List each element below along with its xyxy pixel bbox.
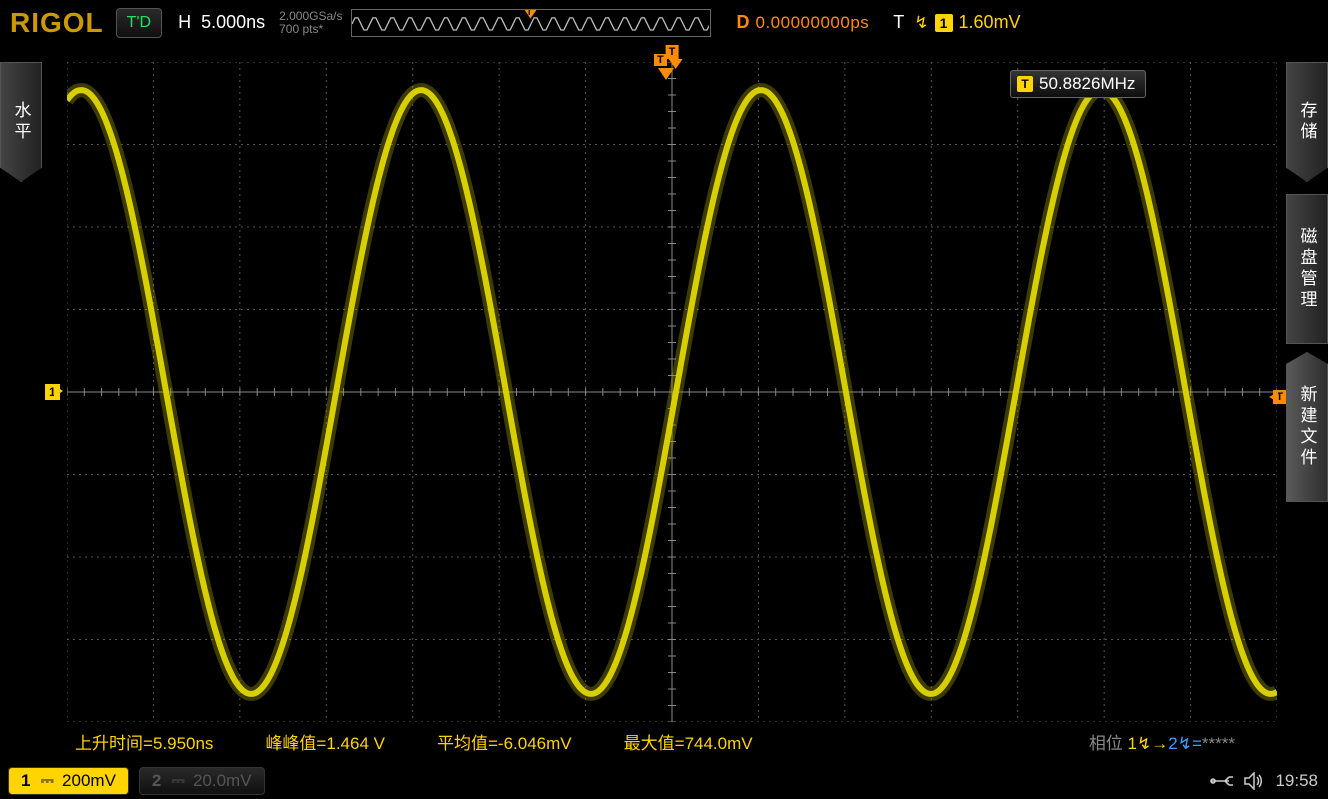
channel2-number: 2 xyxy=(152,771,161,791)
channel2-scale: 20.0mV xyxy=(193,771,252,791)
measure-max: 最大值=744.0mV xyxy=(624,729,753,754)
delay-label: D xyxy=(711,12,756,33)
frequency-counter: T 50.8826MHz xyxy=(1010,70,1146,98)
right-tab-new-file[interactable]: 新建文件 xyxy=(1286,352,1328,502)
channel1-scale: 200mV xyxy=(62,771,116,791)
left-tab-horizontal[interactable]: 水平 xyxy=(0,62,42,182)
freq-counter-badge: T xyxy=(1017,76,1033,92)
right-tab-disk-management[interactable]: 磁盘管理 xyxy=(1286,194,1328,344)
channel1-coupling-icon: ⎓ xyxy=(40,771,54,791)
brand-logo: RIGOL xyxy=(0,7,116,39)
timebase-value[interactable]: 5.000ns xyxy=(195,12,279,33)
measure-phase: 相位 1↯→2↯=***** xyxy=(1089,729,1235,754)
measure-mean: 平均值=-6.046mV xyxy=(437,729,572,754)
trigger-level-marker-right[interactable]: T xyxy=(1273,390,1286,404)
channel1-ground-marker[interactable]: 1 xyxy=(45,384,60,400)
acquisition-mode-chip[interactable]: T'D xyxy=(116,8,162,38)
timebase-label: H xyxy=(168,12,195,33)
memory-thumbnail[interactable] xyxy=(351,9,711,37)
trigger-section-label: T xyxy=(869,12,914,33)
rising-edge-icon: ↯ xyxy=(914,13,932,33)
usb-icon xyxy=(1209,772,1235,790)
trigger-level-value[interactable]: 1.60mV xyxy=(959,12,1021,33)
trigger-position-marker-top[interactable]: T xyxy=(666,45,679,59)
sample-rate-line2: 700 pts* xyxy=(279,23,342,36)
clock: 19:58 xyxy=(1275,771,1318,791)
delay-value[interactable]: 0.00000000ps xyxy=(756,13,870,33)
freq-counter-value: 50.8826MHz xyxy=(1039,74,1135,94)
status-area: 19:58 xyxy=(1209,771,1328,791)
speaker-icon[interactable] xyxy=(1243,772,1263,790)
top-bar: RIGOL T'D H 5.000ns 2.000GSa/s 700 pts* … xyxy=(0,0,1328,45)
channel2-indicator[interactable]: 2 ⎓ 20.0mV xyxy=(139,767,265,795)
measure-pkpk: 峰峰值=1.464 V xyxy=(265,729,385,754)
measurements-row: 上升时间=5.950ns 峰峰值=1.464 V 平均值=-6.046mV 最大… xyxy=(75,728,1275,754)
trigger-source-badge[interactable]: 1 xyxy=(935,14,953,32)
measure-risetime: 上升时间=5.950ns xyxy=(75,729,213,754)
sample-rate: 2.000GSa/s 700 pts* xyxy=(279,10,350,36)
bottom-bar: 1 ⎓ 200mV 2 ⎓ 20.0mV 19:58 xyxy=(0,763,1328,799)
right-tab-storage[interactable]: 存储 xyxy=(1286,62,1328,182)
channel2-coupling-icon: ⎓ xyxy=(171,771,185,791)
channel1-indicator[interactable]: 1 ⎓ 200mV xyxy=(8,767,129,795)
sample-rate-line1: 2.000GSa/s xyxy=(279,10,342,23)
channel1-number: 1 xyxy=(21,771,30,791)
waveform-display[interactable] xyxy=(67,62,1277,722)
